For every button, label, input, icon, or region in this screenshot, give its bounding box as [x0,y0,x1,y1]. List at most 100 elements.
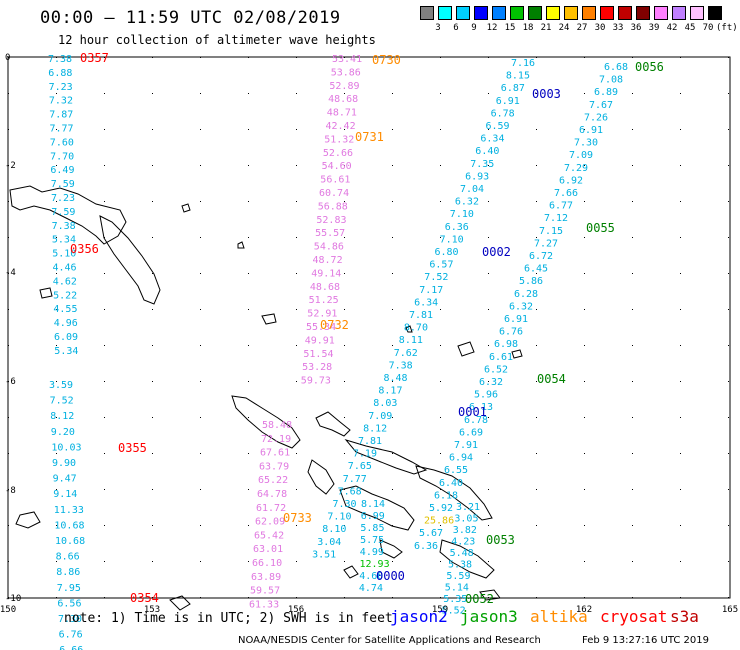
grid-dot [104,93,105,94]
wave-height-value: 7.16 [511,58,535,69]
grid-dot [536,93,537,94]
grid-dot [104,489,105,490]
color-scale-label: 12 [486,23,498,33]
grid-dot [728,525,729,526]
track-cryosat-left-bottom: 3.59 7.52 8.12 9.20 10.03 9.90 9.47 9.14 11.33 10… [49,380,85,650]
color-scale-swatch [510,6,524,20]
color-scale-swatch [528,6,542,20]
wave-height-value: 7.23 [51,193,75,204]
grid-dot [296,417,297,418]
wave-height-value: 7.62 [394,348,418,359]
grid-dot [104,345,105,346]
grid-dot [488,417,489,418]
grid-dot [728,273,729,274]
color-scale-label: 70 [702,23,714,33]
wave-height-value: 12.93 [360,559,390,570]
grid-dot [728,93,729,94]
grid-dot [104,129,105,130]
color-scale-label: 27 [576,23,588,33]
grid-dot [56,93,57,94]
x-tick-label: 153 [144,605,160,615]
grid-dot [680,597,681,598]
grid-dot [8,57,9,58]
wave-height-value: 6.61 [489,352,513,363]
wave-height-value: 6.98 [494,339,518,350]
grid-dot [536,489,537,490]
grid-dot [104,597,105,598]
x-tick-label: 159 [432,605,448,615]
coastline-new-ireland [99,215,161,305]
wave-height-value: 6.09 [54,332,78,343]
grid-dot [296,237,297,238]
color-scale-swatch [708,6,722,20]
coastline-islet-3 [237,241,245,249]
pass-time-label: 0000 [376,569,405,583]
pass-time-label: 0354 [130,591,159,605]
wave-height-value: 6.34 [414,297,438,308]
color-scale-label: 21 [540,23,552,33]
wave-height-value: 6.13 [469,402,493,413]
wave-height-value: 5.86 [519,276,543,287]
footnote: note: 1) Time is in UTC; 2) SWH is in fe… [64,611,393,626]
wave-height-value: 8.86 [56,567,80,578]
wave-height-value: 7.52 [424,272,448,283]
y-tick-label: -6 [5,377,16,387]
grid-dot [8,417,9,418]
grid-dot [248,345,249,346]
wave-height-value: 8.14 [361,499,385,510]
x-tick-label: 165 [722,605,738,615]
map-frame [7,56,731,599]
grid-dot [584,201,585,202]
grid-dot [488,453,489,454]
grid-dot [680,381,681,382]
grid-dot [248,165,249,166]
grid-dot [536,165,537,166]
color-scale-label: 33 [612,23,624,33]
wave-height-value: 7.59 [51,179,75,190]
wave-height-value: 54.60 [322,161,352,172]
wave-height-value: 6.66 [59,645,83,650]
grid-dot [248,381,249,382]
grid-dot [200,93,201,94]
wave-height-value: 53.28 [302,362,332,373]
wave-height-value: 7.19 [353,449,377,460]
grid-dot [680,237,681,238]
wave-height-value: 51.25 [309,295,339,306]
wave-height-value: 64.78 [257,489,287,500]
wave-height-value: 7.23 [49,82,73,93]
grid-dot [632,417,633,418]
grid-dot [56,489,57,490]
wave-height-value: 9.90 [52,458,76,469]
grid-dot [200,597,201,598]
grid-dot [584,525,585,526]
wave-height-value: 55.34 [306,322,336,333]
track-s3a-pink-bottom: 58.48 72.19 67.61 63.79 65.22 64.78 61.72 62.09… [249,420,292,610]
grid-dot [392,201,393,202]
grid-dot [344,201,345,202]
wave-height-value: 6.40 [439,478,463,489]
wave-height-value: 59.73 [301,376,331,387]
grid-dot [152,345,153,346]
grid-dot [488,165,489,166]
pass-time-label: 0355 [118,441,147,455]
grid-dot [488,309,489,310]
grid-dot [440,57,441,58]
grid-dot [8,489,9,490]
wave-height-value: 61.33 [249,599,279,610]
grid-dot [584,93,585,94]
wave-height-value: 4.60 [359,571,383,582]
grid-dot [440,561,441,562]
grid-dot [632,93,633,94]
grid-dot [8,345,9,346]
grid-dot [392,561,393,562]
wave-height-value: 4.96 [54,318,78,329]
wave-height-value: 7.12 [544,213,568,224]
grid-dot [8,237,9,238]
wave-height-value: 5.34 [54,346,78,357]
wave-height-value: 53.41 [332,54,362,65]
grid-dot [8,93,9,94]
wave-height-value: 58.48 [262,420,292,431]
wave-height-value: 7.65 [348,461,372,472]
wave-height-value: 10.68 [54,520,84,531]
